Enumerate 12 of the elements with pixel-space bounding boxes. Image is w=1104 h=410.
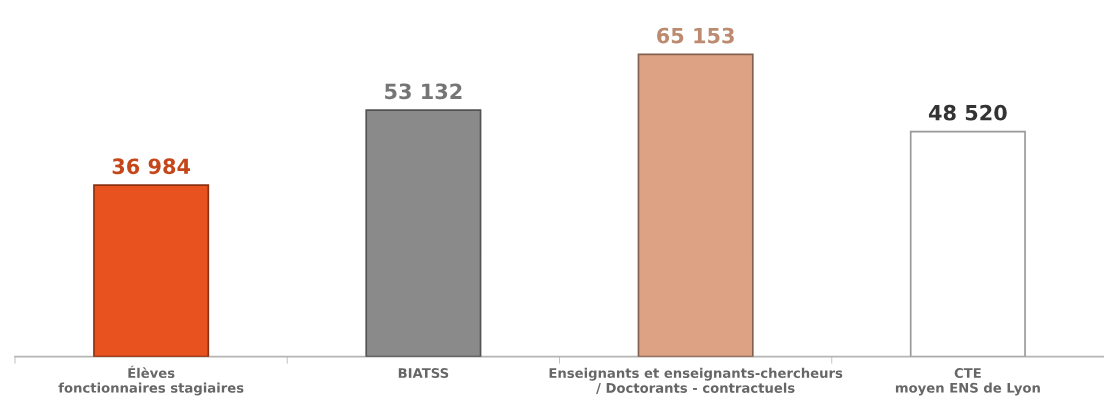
bar bbox=[93, 184, 210, 357]
x-tick-label: Enseignants et enseignants-chercheurs / Doctorants - contractuels bbox=[549, 367, 843, 394]
data-label: 36 984 bbox=[112, 158, 191, 175]
data-label: 48 520 bbox=[928, 104, 1007, 121]
bar bbox=[909, 130, 1026, 357]
data-label: 65 153 bbox=[657, 27, 734, 44]
x-tick-label: Élèves fonctionnaires stagiaires bbox=[58, 365, 244, 396]
bar bbox=[637, 53, 754, 357]
x-tick-label: CTE moyen ENS de Lyon bbox=[895, 368, 1040, 396]
data-label: 53 132 bbox=[385, 83, 462, 100]
bar bbox=[365, 109, 482, 357]
x-tick-label: BIATSS bbox=[398, 368, 449, 379]
